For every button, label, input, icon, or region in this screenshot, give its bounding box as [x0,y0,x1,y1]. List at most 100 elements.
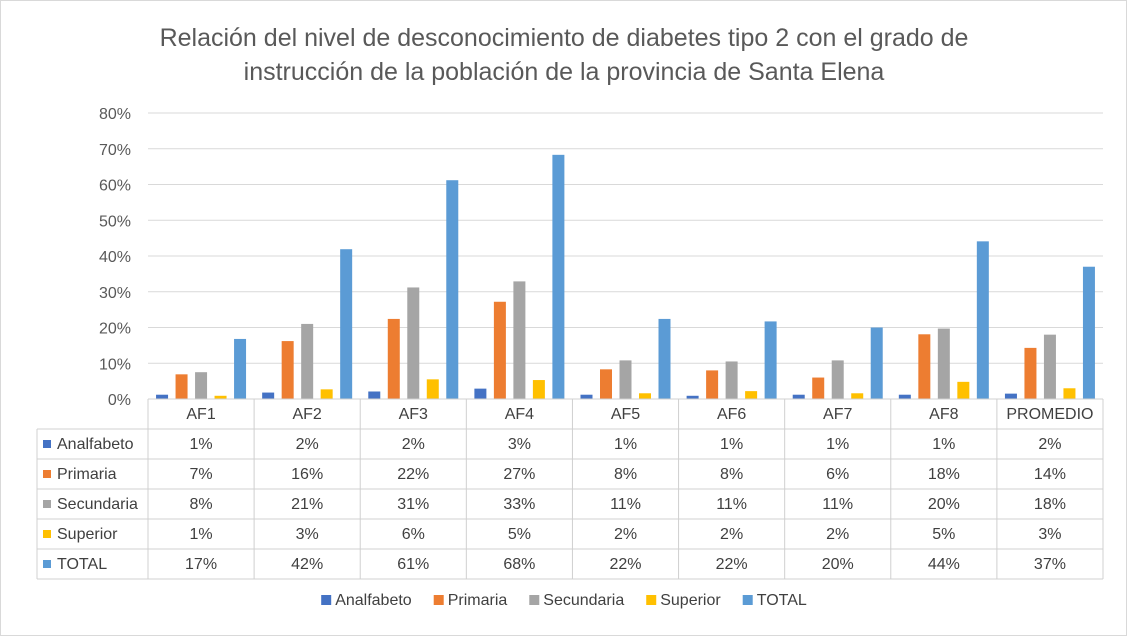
legend-label-analfabeto: Analfabeto [335,592,412,609]
legend: Analfabeto Primaria Secundaria Superior TOTA… [321,592,807,609]
table-value: 1% [189,526,212,543]
table-legend-key [43,530,51,538]
category-label: AF4 [505,406,534,423]
category-label: AF3 [399,406,428,423]
bar-analfabeto-af8 [898,394,911,399]
gridlines [148,112,1103,364]
bar-superior-af6 [745,391,758,399]
table-legend-key [43,560,51,568]
bar-primaria-af7 [812,377,825,399]
bar-secundaria-af1 [195,372,208,399]
chart-title-line-2: instrucción de la población de la provin… [244,58,885,86]
bar-analfabeto-af7 [792,394,805,399]
table-value: 22% [609,556,641,573]
table-series-label: Superior [57,526,118,543]
bar-superior-af5 [639,393,651,399]
table-value: 1% [614,436,637,453]
bar-superior-af4 [532,380,545,399]
table-value: 8% [614,466,637,483]
table-value: 2% [296,436,319,453]
table-value: 5% [508,526,531,543]
table-value: 6% [402,526,425,543]
bar-secundaria-af3 [407,287,420,399]
bar-analfabeto-af5 [580,394,593,399]
bar-superior-af8 [957,381,970,399]
table-value: 11% [610,496,641,513]
table-value: 21% [291,496,323,513]
category-label: AF5 [611,406,640,423]
table-value: 14% [1034,466,1066,483]
table-legend-key [43,470,51,478]
table-legend-key [43,440,51,448]
bar-total-af3 [446,180,459,399]
bar-secundaria-af5 [619,360,632,399]
table-value: 22% [716,556,748,573]
table-value: 33% [503,496,535,513]
y-tick-label: 10% [99,356,131,373]
category-label: PROMEDIO [1006,406,1093,423]
y-tick-label: 50% [99,213,131,230]
bar-total-af8 [976,241,989,399]
bar-total-promedio [1082,266,1095,399]
bar-total-af4 [552,154,565,399]
bar-analfabeto-af2 [262,392,275,399]
table-value: 11% [716,496,747,513]
bar-secundaria-promedio [1043,334,1056,399]
legend-key-secundaria [529,595,540,605]
legend-label-secundaria: Secundaria [543,592,624,609]
legend-key-superior [646,595,657,605]
bar-total-af5 [658,318,671,399]
bar-analfabeto-af4 [474,388,487,399]
y-tick-label: 20% [99,321,131,338]
y-tick-label: 60% [99,178,131,195]
bar-total-af7 [870,327,883,399]
bar-secundaria-af6 [725,361,738,399]
bar-analfabeto-af1 [156,394,169,399]
bar-superior-af1 [214,395,227,399]
bar-secundaria-af2 [301,323,314,399]
table-value: 1% [826,436,849,453]
table-value: 2% [1038,436,1061,453]
table-value: 7% [189,466,212,483]
table-value: 3% [1038,526,1061,543]
table-series-label: Analfabeto [57,436,134,453]
table-value: 18% [928,466,960,483]
y-axis: 0% 10% 20% 30% 40% 50% 60% 70% 80% [99,106,131,409]
table-value: 6% [826,466,849,483]
table-value: 22% [397,466,429,483]
table-value: 2% [614,526,637,543]
y-tick-label: 30% [99,285,131,302]
bar-secundaria-af8 [937,328,950,399]
table-value: 42% [291,556,323,573]
category-label: AF7 [823,406,852,423]
table-value: 68% [503,556,535,573]
table-value: 8% [189,496,212,513]
table-value: 31% [397,496,429,513]
legend-label-superior: Superior [660,592,721,609]
bar-primaria-af8 [918,334,931,399]
table-value: 37% [1034,556,1066,573]
category-label: AF6 [717,406,746,423]
category-label: AF2 [292,406,321,423]
table-value: 8% [720,466,743,483]
bars [156,154,1095,399]
bar-primaria-promedio [1024,347,1037,399]
legend-key-total [742,595,753,605]
table-value: 5% [932,526,955,543]
bar-secundaria-af7 [831,360,844,399]
table-series-label: Primaria [57,466,117,483]
table-series-label: TOTAL [57,556,107,573]
bar-primaria-af4 [493,301,506,399]
table-value: 2% [720,526,743,543]
table-value: 3% [508,436,531,453]
y-tick-label: 80% [99,106,131,123]
legend-label-total: TOTAL [757,592,807,609]
bar-superior-af3 [426,379,439,399]
table-value: 27% [503,466,535,483]
table-value: 20% [822,556,854,573]
bar-secundaria-af4 [513,281,526,399]
table-legend-key [43,500,51,508]
table-value: 61% [397,556,429,573]
table-value: 1% [189,436,212,453]
legend-label-primaria: Primaria [448,592,508,609]
